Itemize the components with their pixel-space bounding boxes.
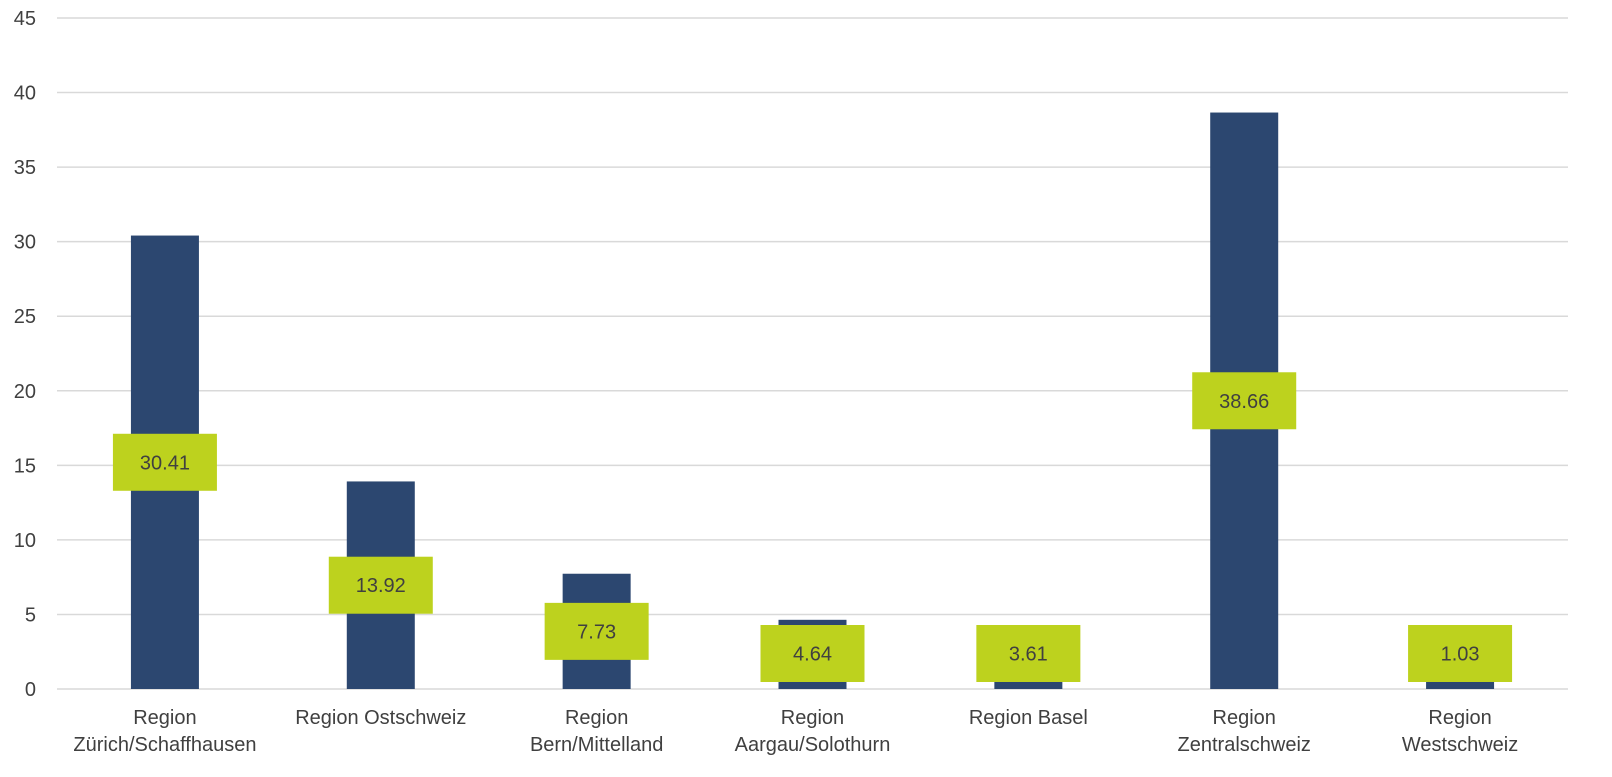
category-label: Region Bern/Mittelland xyxy=(530,707,663,756)
data-label-box: 3.61 xyxy=(976,625,1081,682)
data-label-box: 4.64 xyxy=(760,625,865,682)
y-tick-label: 40 xyxy=(14,83,36,105)
y-tick-label: 15 xyxy=(14,455,36,477)
x-axis-categories: Region Zürich/Schaffhausen Region Ostschwe… xyxy=(73,707,1518,756)
category-label-line: Westschweiz xyxy=(1402,734,1518,756)
category-label-line: Zürich/Schaffhausen xyxy=(73,734,256,756)
category-label: Region Zentralschweiz xyxy=(1178,707,1311,756)
data-labels: 30.41 13.92 7.73 4.64 3.61 38.66 1.03 xyxy=(112,372,1513,682)
data-label-background xyxy=(112,433,217,491)
category-label: Region Basel xyxy=(969,707,1088,729)
category-label-line: Region Basel xyxy=(969,707,1088,729)
data-label-box: 1.03 xyxy=(1408,625,1513,682)
y-tick-label: 5 xyxy=(25,604,36,626)
data-label: 3.61 xyxy=(1009,644,1048,666)
category-label: Region Zürich/Schaffhausen xyxy=(73,707,256,756)
y-tick-label: 10 xyxy=(14,530,36,552)
category-label-line: Region xyxy=(565,707,628,729)
data-label-background xyxy=(544,602,649,660)
data-label-background xyxy=(976,625,1081,682)
data-label-box: 30.41 xyxy=(112,433,217,491)
category-label-line: Region xyxy=(781,707,844,729)
data-label-background xyxy=(1192,372,1297,430)
category-label-line: Zentralschweiz xyxy=(1178,734,1311,756)
y-axis-ticks: 0 5 10 15 20 25 30 35 40 45 xyxy=(14,8,36,701)
data-label: 7.73 xyxy=(577,621,616,643)
data-label-background xyxy=(328,556,433,614)
category-label-line: Region Ostschweiz xyxy=(295,707,466,729)
category-label-line: Bern/Mittelland xyxy=(530,734,663,756)
category-label-line: Aargau/Solothurn xyxy=(735,734,891,756)
category-label: Region Westschweiz xyxy=(1402,707,1518,756)
data-label-background xyxy=(1408,625,1513,682)
data-label: 4.64 xyxy=(793,644,832,666)
data-label-background xyxy=(760,625,865,682)
data-label: 13.92 xyxy=(356,575,406,597)
y-tick-label: 20 xyxy=(14,381,36,403)
category-label-line: Region xyxy=(1428,707,1491,729)
y-tick-label: 45 xyxy=(14,8,36,30)
category-label-line: Region xyxy=(1213,707,1276,729)
category-label-line: Region xyxy=(133,707,196,729)
y-tick-label: 0 xyxy=(25,679,36,701)
data-label-box: 13.92 xyxy=(328,556,433,614)
data-label-box: 38.66 xyxy=(1192,372,1297,430)
data-label-box: 7.73 xyxy=(544,602,649,660)
category-label: Region Aargau/Solothurn xyxy=(735,707,891,756)
y-tick-label: 30 xyxy=(14,232,36,254)
data-label: 30.41 xyxy=(140,452,190,474)
category-label: Region Ostschweiz xyxy=(295,707,466,729)
gridlines xyxy=(57,17,1568,690)
data-label: 38.66 xyxy=(1219,391,1269,413)
data-label: 1.03 xyxy=(1441,644,1480,666)
y-tick-label: 25 xyxy=(14,306,36,328)
y-tick-label: 35 xyxy=(14,157,36,179)
